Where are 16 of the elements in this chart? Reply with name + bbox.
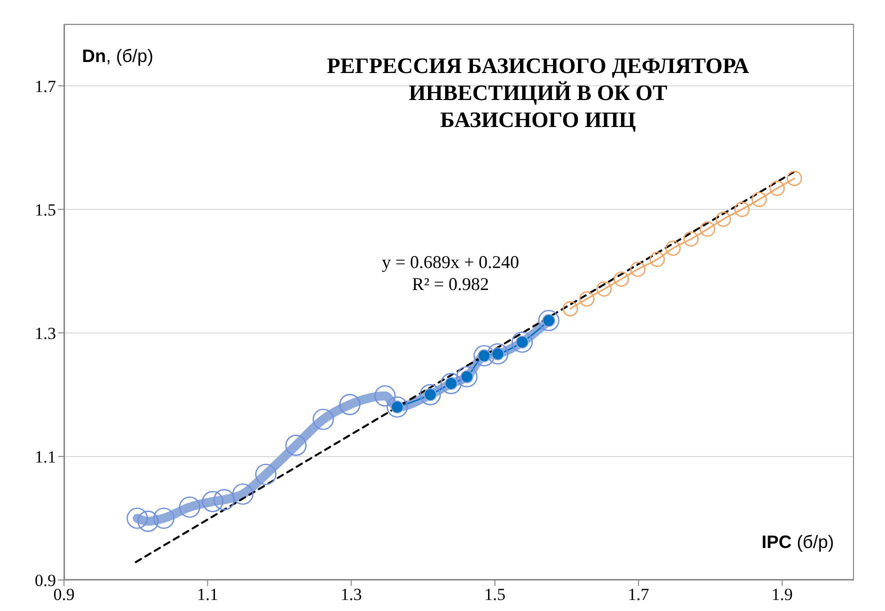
annotation: y = 0.689x + 0.240: [380, 252, 520, 273]
x-tick-label: 1.9: [772, 585, 793, 604]
y-tick-label: 1.7: [34, 76, 56, 96]
y-tick-label: 1.3: [34, 324, 56, 343]
y-tick-label: 1.5: [34, 200, 56, 220]
x-tick-label: 0.9: [53, 585, 75, 604]
y-tick-label: 0.9: [34, 571, 56, 590]
x-tick-label: 1.7: [628, 585, 650, 604]
y-tick-label: 1.1: [34, 447, 56, 466]
y-axis-title: Dn, (б/р): [82, 46, 154, 66]
text: РЕГРЕССИЯ БАЗИСНОГО ДЕФЛЯТОРА ИНВЕСТИЦИЙ В ОК ОТ БАЗИСНОГО ИПЦ: [326, 52, 750, 133]
x-tick-label: 1.3: [340, 585, 362, 604]
x-tick-label: 1.1: [197, 585, 218, 604]
x-tick-label: 1.5: [484, 585, 506, 604]
x-axis-title: IPC (б/р): [762, 532, 834, 552]
annotation: R² = 0.982: [410, 274, 490, 295]
